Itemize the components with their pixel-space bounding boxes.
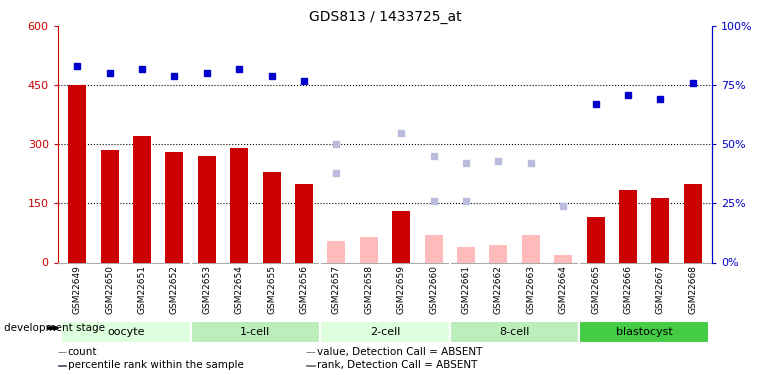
- Text: rank, Detection Call = ABSENT: rank, Detection Call = ABSENT: [316, 360, 477, 370]
- Text: 2-cell: 2-cell: [370, 327, 400, 337]
- Text: count: count: [68, 347, 97, 357]
- Text: GSM22655: GSM22655: [267, 266, 276, 314]
- Bar: [490, 245, 507, 262]
- Bar: [263, 172, 280, 262]
- Text: GSM22656: GSM22656: [300, 266, 309, 314]
- Text: GSM22652: GSM22652: [170, 266, 179, 314]
- Bar: [554, 255, 572, 262]
- Text: GSM22663: GSM22663: [527, 266, 535, 314]
- Title: GDS813 / 1433725_at: GDS813 / 1433725_at: [309, 10, 461, 24]
- Bar: [392, 211, 410, 262]
- Bar: [457, 247, 475, 262]
- Text: GSM22650: GSM22650: [105, 266, 114, 314]
- Bar: [522, 235, 540, 262]
- Bar: [191, 321, 320, 343]
- Bar: [425, 235, 443, 262]
- Text: percentile rank within the sample: percentile rank within the sample: [68, 360, 243, 370]
- Bar: [295, 184, 313, 262]
- Text: GSM22657: GSM22657: [332, 266, 341, 314]
- Bar: [198, 156, 216, 262]
- Text: GSM22661: GSM22661: [461, 266, 470, 314]
- Bar: [579, 321, 709, 343]
- Bar: [230, 148, 248, 262]
- Text: GSM22659: GSM22659: [397, 266, 406, 314]
- Text: GSM22665: GSM22665: [591, 266, 600, 314]
- Text: GSM22654: GSM22654: [235, 266, 243, 314]
- Text: GSM22668: GSM22668: [688, 266, 698, 314]
- Text: development stage: development stage: [4, 323, 105, 333]
- Bar: [587, 217, 604, 262]
- Bar: [133, 136, 151, 262]
- Bar: [61, 321, 191, 343]
- Bar: [327, 241, 345, 262]
- Bar: [320, 321, 450, 343]
- Bar: [69, 85, 86, 262]
- Text: GSM22651: GSM22651: [138, 266, 146, 314]
- Text: GSM22649: GSM22649: [72, 266, 82, 314]
- Text: GSM22664: GSM22664: [559, 266, 567, 314]
- Bar: [360, 237, 378, 262]
- Text: GSM22666: GSM22666: [624, 266, 632, 314]
- Text: blastocyst: blastocyst: [616, 327, 672, 337]
- Bar: [306, 365, 315, 366]
- Text: 1-cell: 1-cell: [240, 327, 270, 337]
- Bar: [101, 150, 119, 262]
- Bar: [450, 321, 579, 343]
- Text: 8-cell: 8-cell: [500, 327, 530, 337]
- Text: value, Detection Call = ABSENT: value, Detection Call = ABSENT: [316, 347, 482, 357]
- Bar: [58, 365, 66, 366]
- Bar: [619, 190, 637, 262]
- Text: GSM22658: GSM22658: [364, 266, 373, 314]
- Bar: [166, 152, 183, 262]
- Text: oocyte: oocyte: [107, 327, 145, 337]
- Text: GSM22667: GSM22667: [656, 266, 665, 314]
- Text: GSM22653: GSM22653: [203, 266, 211, 314]
- Bar: [651, 198, 669, 262]
- Text: GSM22662: GSM22662: [494, 266, 503, 314]
- Text: GSM22660: GSM22660: [429, 266, 438, 314]
- Bar: [684, 184, 701, 262]
